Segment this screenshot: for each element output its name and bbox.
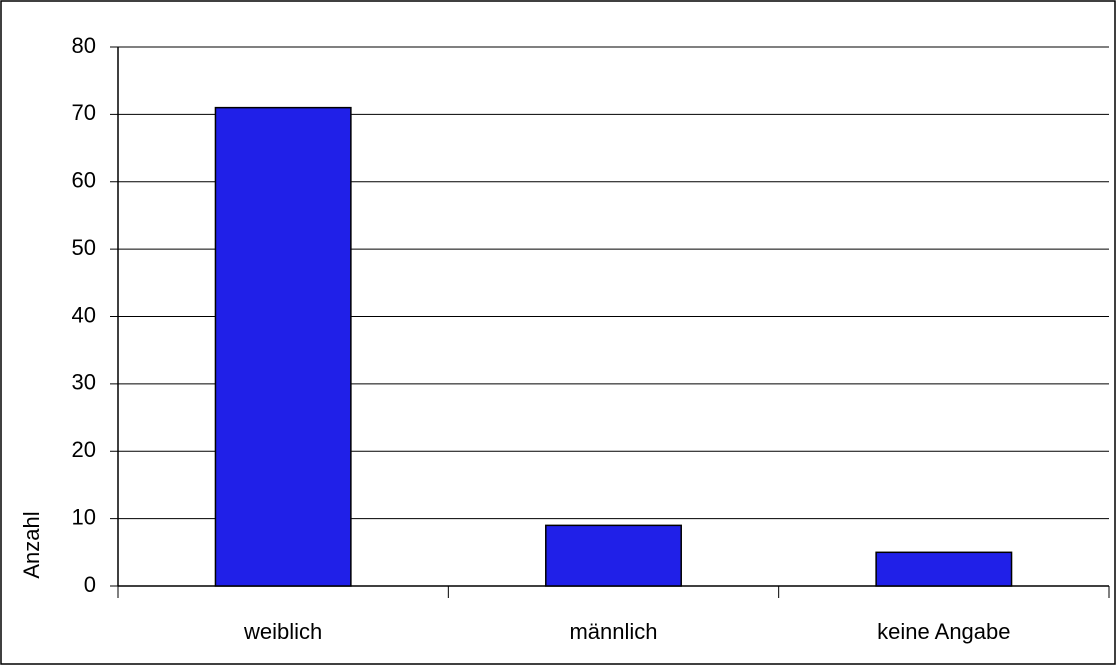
y-tick-label: 0: [84, 572, 96, 597]
bar: [875, 551, 1013, 587]
y-tick-label: 80: [72, 33, 96, 58]
y-tick-label: 60: [72, 168, 96, 193]
x-tick-label: männlich: [569, 619, 657, 644]
bar: [545, 524, 682, 587]
y-tick-label: 70: [72, 100, 96, 125]
bar: [214, 106, 352, 587]
y-tick-label: 10: [72, 504, 96, 529]
y-axis-label: Anzahl: [19, 511, 44, 578]
y-tick-label: 30: [72, 370, 96, 395]
x-tick-label: keine Angabe: [877, 619, 1010, 644]
y-tick-label: 50: [72, 235, 96, 260]
x-tick-label: weiblich: [243, 619, 322, 644]
y-tick-label: 40: [72, 302, 96, 327]
y-tick-label: 20: [72, 437, 96, 462]
